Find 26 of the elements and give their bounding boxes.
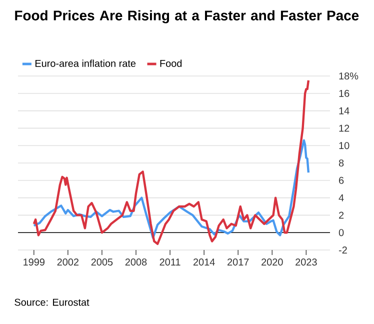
x-tick-label: 2020 — [262, 258, 283, 266]
y-tick-label: 8 — [338, 159, 344, 167]
x-tick-label: 2008 — [125, 258, 147, 266]
y-tick-label: 14 — [339, 107, 350, 114]
y-tick-label: 18% — [339, 72, 358, 80]
y-tick-label: 2 — [339, 212, 344, 219]
x-tick-label: 2023 — [296, 258, 317, 266]
y-tick-label: 10 — [339, 142, 350, 150]
line-series — [32, 79, 310, 246]
y-tick-label: 0 — [338, 229, 344, 236]
y-tick-label: 16 — [339, 90, 350, 97]
x-tick-label: 1999 — [24, 258, 44, 266]
legend-label: Euro-area inflation rate — [35, 60, 136, 67]
chart-title: Food Prices Are Rising at a Faster and Faster Pace — [15, 10, 359, 24]
source-note: Source: Eurostat — [14, 298, 90, 306]
y-tick-label: 4 — [338, 194, 344, 202]
y-tick-label: 6 — [339, 176, 344, 184]
x-tick-label: 2005 — [91, 258, 113, 266]
y-tick-label: -2 — [338, 246, 347, 254]
x-tick-label: 2017 — [228, 258, 249, 266]
legend-label: Food — [160, 60, 182, 67]
x-tick-label: 2014 — [193, 258, 215, 266]
y-tick-label: 12 — [339, 124, 350, 132]
x-tick-label: 2002 — [57, 258, 79, 266]
line-series — [32, 139, 310, 239]
x-tick-label: 2011 — [160, 258, 180, 266]
